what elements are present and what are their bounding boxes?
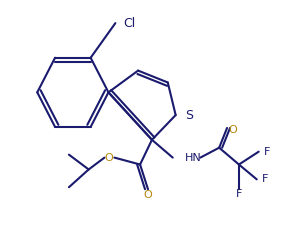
Text: Cl: Cl	[123, 17, 136, 30]
Text: F: F	[264, 147, 270, 157]
Text: S: S	[186, 109, 193, 122]
Text: HN: HN	[185, 152, 201, 163]
Text: F: F	[236, 189, 242, 199]
Text: F: F	[262, 174, 268, 184]
Text: O: O	[104, 152, 113, 163]
Text: O: O	[229, 125, 237, 135]
Text: O: O	[143, 190, 152, 200]
